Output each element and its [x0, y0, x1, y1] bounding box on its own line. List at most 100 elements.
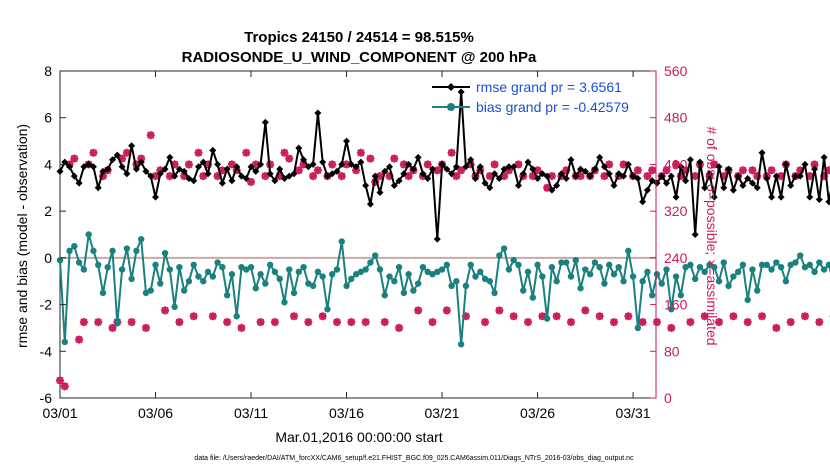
x-tick-label: 03/21: [425, 405, 460, 421]
obs-assimilated-point: [141, 323, 150, 332]
obs-assimilated-point: [681, 166, 690, 175]
bias-point: [462, 282, 470, 290]
y-right-tick-label: 160: [664, 297, 688, 313]
obs-assimilated-point: [313, 166, 322, 175]
y-right-tick-label: 80: [664, 343, 680, 359]
rmse-point: [429, 165, 436, 173]
rmse-point: [237, 172, 245, 180]
obs-assimilated-point: [581, 306, 590, 315]
rmse-point: [118, 163, 126, 171]
x-tick-label: 03/31: [616, 405, 651, 421]
bias-point: [367, 259, 374, 266]
rmse-point: [648, 177, 656, 185]
legend-bias-label: bias grand pr = -0.42579: [476, 99, 629, 115]
obs-assimilated-point: [218, 166, 227, 175]
obs-assimilated-point: [118, 154, 127, 163]
obs-assimilated-point: [509, 312, 518, 321]
bias-point: [56, 256, 64, 264]
rmse-point: [720, 184, 728, 192]
obs-assimilated-point: [328, 160, 337, 169]
bias-point: [233, 313, 240, 320]
obs-assimilated-point: [275, 172, 284, 181]
obs-assimilated-point: [223, 318, 232, 327]
bias-point: [137, 235, 145, 243]
obs-assimilated-point: [457, 166, 466, 175]
rmse-point: [175, 165, 183, 173]
bias-point: [577, 285, 584, 292]
bias-point: [682, 264, 689, 271]
rmse-point: [166, 153, 174, 161]
obs-assimilated-point: [366, 154, 375, 163]
bias-point: [142, 289, 150, 297]
obs-assimilated-point: [528, 172, 537, 181]
rmse-point: [577, 165, 585, 173]
obs-assimilated-point: [156, 166, 165, 175]
bias-point: [510, 256, 517, 264]
bias-point: [553, 278, 560, 285]
rmse-point: [567, 156, 575, 164]
y-axis-right-label: # of obs: o=possible; ×=assimilated: [704, 126, 720, 345]
rmse-point: [242, 174, 250, 182]
obs-assimilated-point: [361, 318, 370, 327]
bias-point: [749, 266, 756, 273]
rmse-point: [209, 146, 217, 154]
rmse-point: [653, 179, 661, 187]
rmse-point: [352, 163, 360, 171]
y-axis-right: 0 80 160 240 320 400 480 560: [650, 63, 688, 406]
obs-assimilated-point: [767, 166, 776, 175]
obs-assimilated-point: [237, 323, 246, 332]
obs-assimilated-point: [633, 166, 642, 175]
obs-assimilated-point: [605, 160, 614, 169]
obs-assimilated-point: [490, 160, 499, 169]
bias-point: [797, 252, 804, 259]
rmse-point: [424, 174, 432, 182]
obs-assimilated-point: [170, 160, 179, 169]
rmse-point: [433, 235, 441, 243]
obs-assimilated-point: [686, 318, 695, 327]
obs-assimilated-point: [108, 323, 117, 332]
rmse-point: [171, 172, 179, 180]
rmse-point: [147, 172, 155, 180]
rmse-point: [820, 153, 828, 161]
rmse-point: [290, 170, 298, 178]
bias-point: [271, 268, 279, 276]
obs-assimilated-point: [600, 172, 609, 181]
bias-point: [505, 266, 513, 273]
bias-point: [777, 264, 785, 271]
bias-point: [572, 256, 579, 264]
obs-assimilated-point: [452, 172, 461, 181]
bias-point: [629, 273, 637, 280]
bias-point: [701, 268, 708, 276]
rmse-point: [328, 170, 336, 178]
bias-point: [66, 247, 73, 255]
bias-point: [305, 280, 312, 287]
bias-point: [252, 285, 260, 292]
rmse-point: [753, 184, 761, 192]
obs-assimilated-point: [175, 318, 184, 327]
obs-assimilated-point: [824, 166, 830, 175]
rmse-point: [811, 165, 819, 173]
bias-point: [811, 268, 818, 276]
x-axis-label: Mar.01,2016 00:00:00 start: [275, 429, 442, 445]
obs-assimilated-point: [815, 318, 824, 327]
rmse-point: [682, 177, 690, 185]
bias-point: [262, 280, 269, 287]
rmse-point: [276, 165, 284, 173]
rmse-point: [228, 177, 236, 185]
rmse-point: [271, 177, 279, 185]
bias-point: [348, 275, 355, 283]
bias-point: [625, 247, 632, 255]
bias-point: [99, 289, 107, 297]
bias-point: [448, 282, 455, 290]
bias-point: [524, 268, 532, 276]
obs-assimilated-point: [619, 160, 628, 169]
obs-assimilated-point: [643, 172, 652, 181]
bias-point: [467, 261, 474, 269]
rmse-point: [400, 170, 408, 178]
bias-point: [543, 315, 551, 322]
bias-point: [711, 264, 718, 271]
rmse-point: [309, 160, 317, 168]
rmse-point: [386, 163, 394, 171]
rmse-point: [796, 172, 804, 180]
rmse-point: [109, 156, 117, 164]
